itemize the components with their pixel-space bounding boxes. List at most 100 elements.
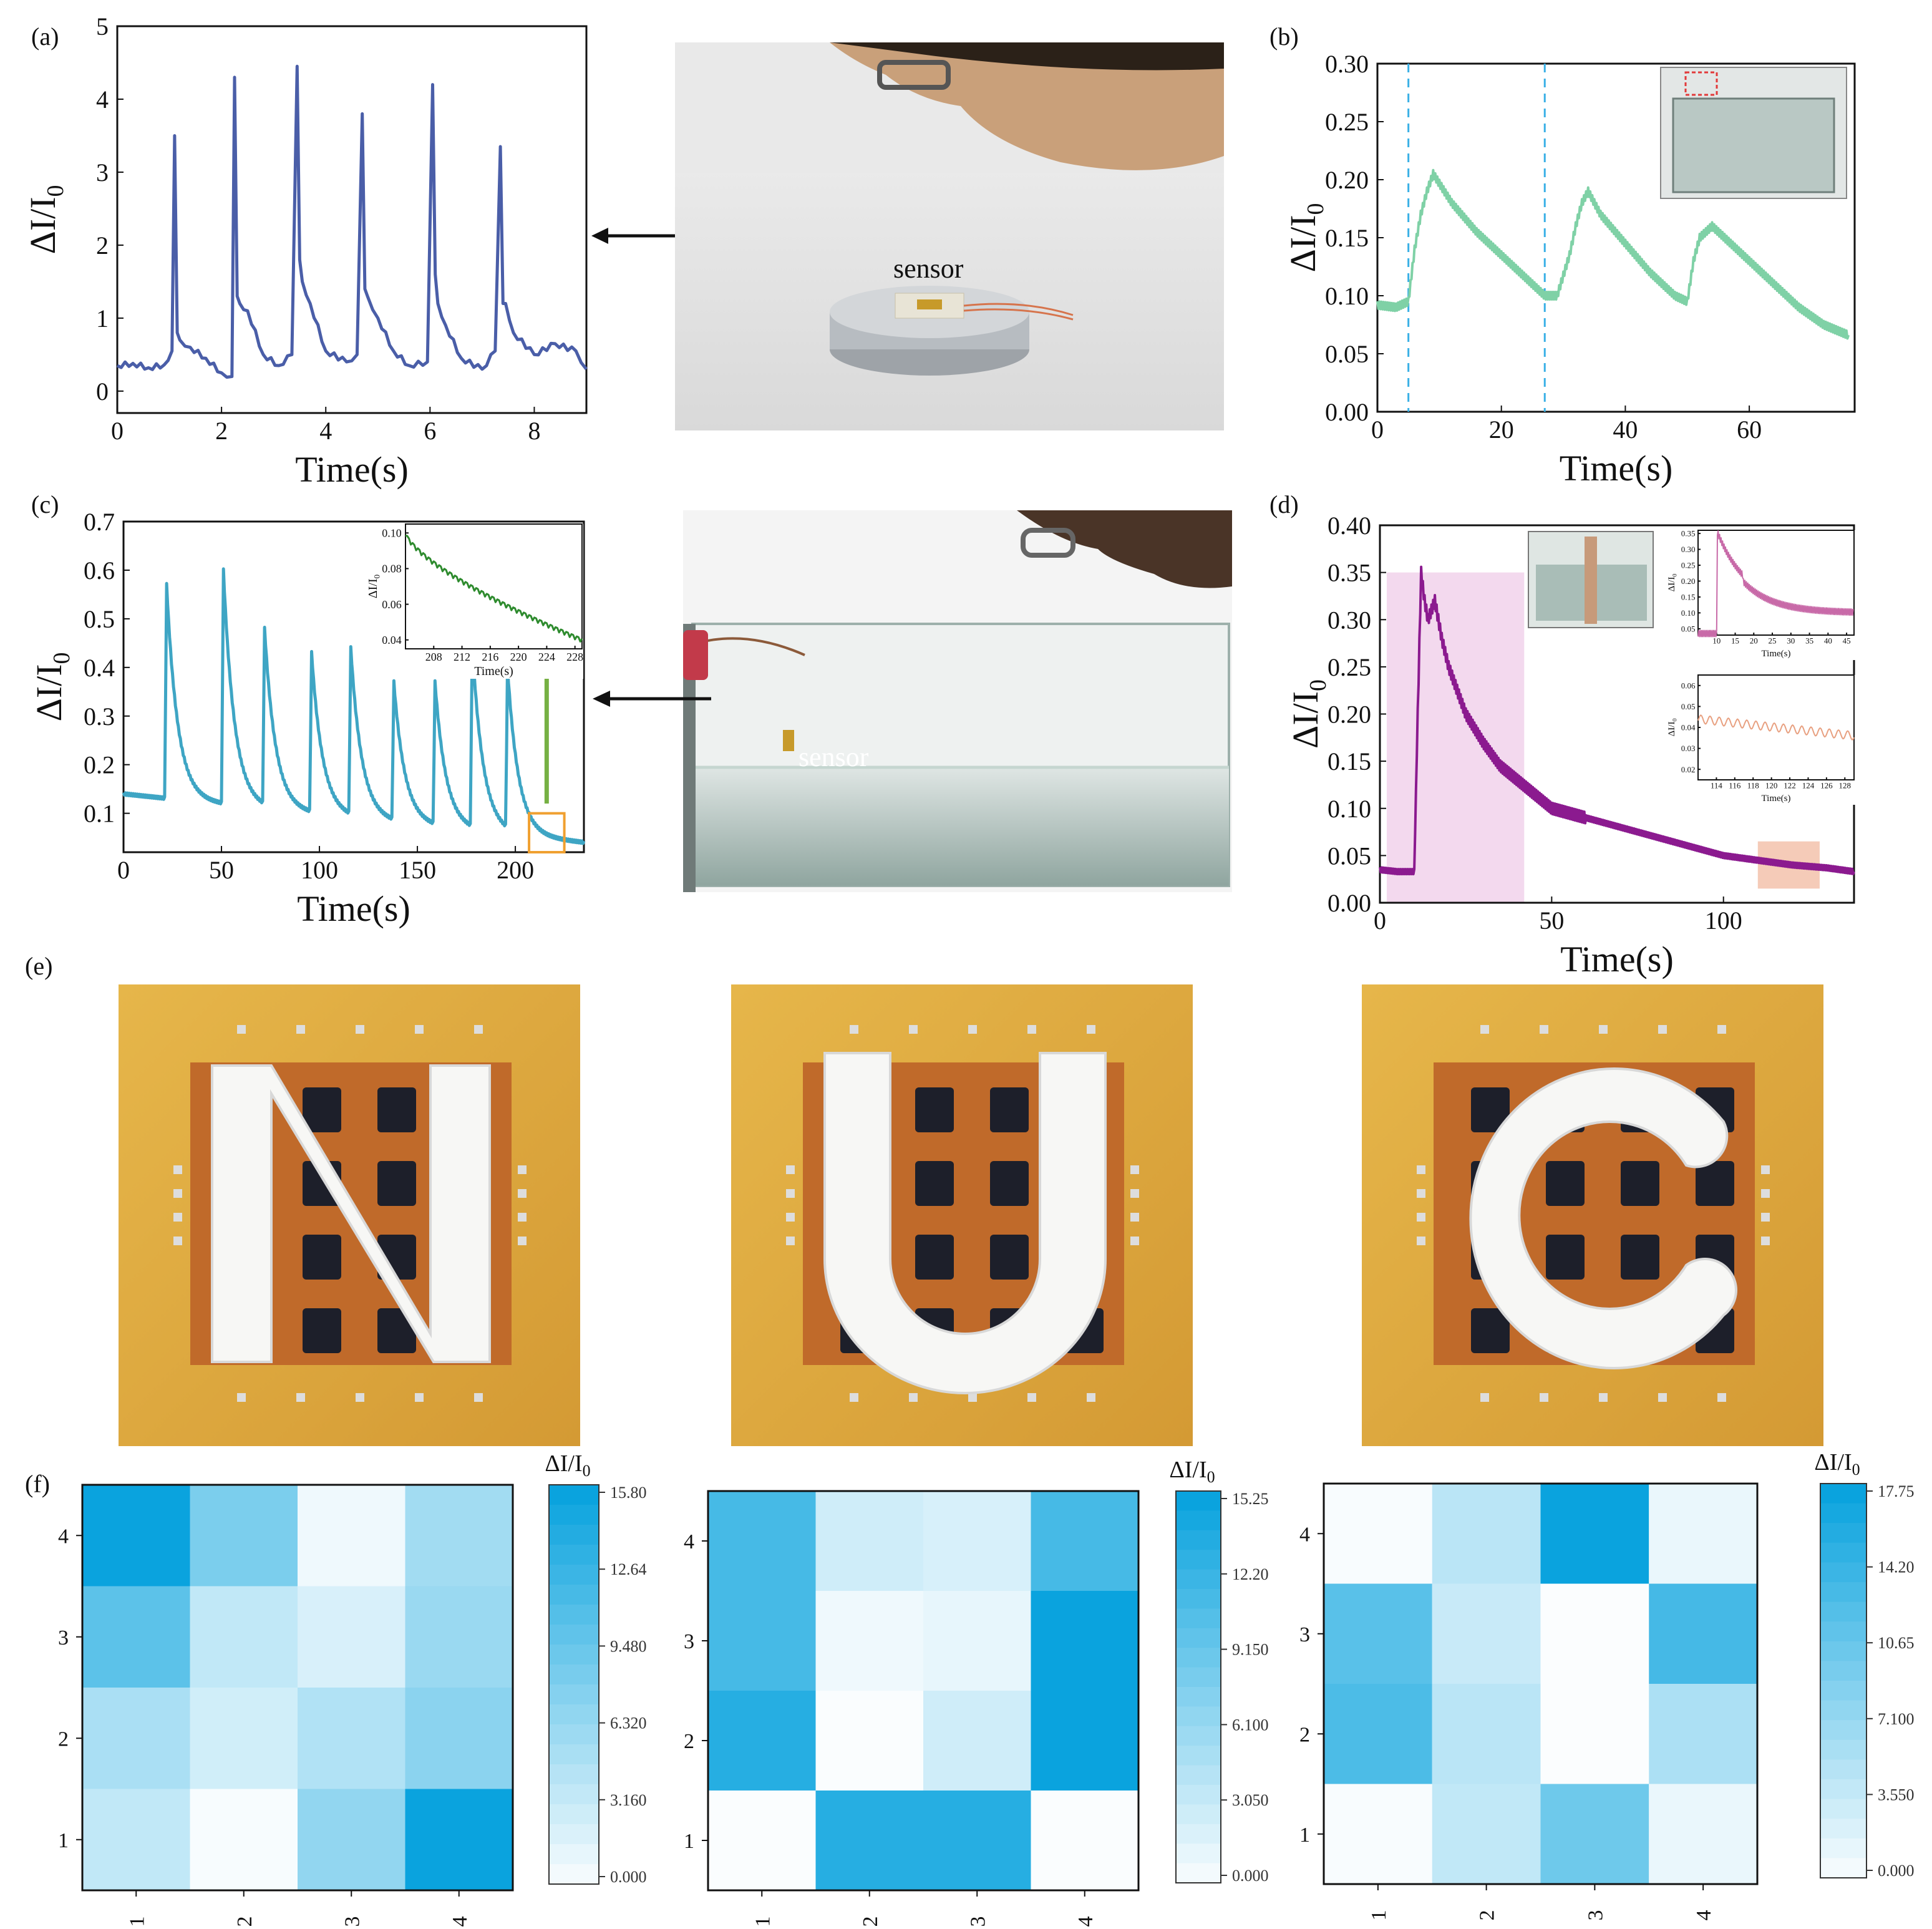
x-tick-label: 208 (425, 651, 442, 663)
arrow-c (593, 691, 711, 707)
series-line-d (1379, 565, 1855, 876)
heatmap-cell (405, 1586, 513, 1688)
chart-c: 0 50 100 150 200 0.1 0.2 0.3 0.4 0.5 0.6 0.7 Time(s)… (29, 508, 586, 929)
sensor-pixel (1621, 1161, 1659, 1206)
pad-bottom (1540, 1393, 1548, 1402)
pad-left (173, 1189, 182, 1198)
colorbar-step (549, 1585, 599, 1605)
colorbar-step (1176, 1550, 1221, 1570)
x-axis-label: Time(s) (1762, 649, 1791, 659)
arrow-a (591, 228, 675, 244)
pad-top (1540, 1025, 1548, 1034)
y-tick-label: 0.00 (1325, 398, 1369, 426)
y-axis-label: ΔI/I0 (366, 575, 381, 598)
y-axis-label: ΔI/I0 (1285, 679, 1331, 749)
photos-e (119, 984, 1823, 1446)
colorbar-step (1820, 1523, 1866, 1543)
y-tick-label: 0.6 (84, 556, 115, 585)
x-tick-label: 2 (215, 417, 228, 445)
colorbar-tick-label: 0.000 (1232, 1867, 1269, 1885)
pad-top (850, 1025, 858, 1034)
pad-top (1717, 1025, 1726, 1034)
pad-left (1417, 1189, 1425, 1198)
y-axis-label: ΔI/I0 (29, 653, 75, 722)
x-tick-label: 224 (538, 651, 555, 663)
colorbar-step (549, 1864, 599, 1885)
y-tick-label: 1 (1299, 1824, 1310, 1847)
y-tick-label: 2 (1299, 1723, 1310, 1746)
colorbar-frame (1820, 1483, 1867, 1878)
panel-label-b: (b) (1269, 22, 1299, 51)
heatmap-cell (298, 1688, 405, 1789)
pad-bottom (1658, 1393, 1667, 1402)
panel-label-c: (c) (31, 490, 59, 518)
colorbar-step (549, 1664, 599, 1685)
inset-line-d2 (1697, 714, 1855, 741)
sensor-pixel (990, 1235, 1029, 1280)
water-tank-b (1672, 97, 1835, 193)
series-line-a (116, 64, 588, 379)
inset-line-c (405, 534, 583, 643)
y-tick-label: 3 (684, 1630, 694, 1653)
x-tick-label: 3 (966, 1917, 989, 1927)
y-axis-label: ΔI/I0 (1667, 574, 1678, 592)
colorbar-title: ΔI/I0 (1169, 1457, 1215, 1486)
heatmap-cell (1432, 1583, 1541, 1684)
x-tick-label: 220 (510, 651, 527, 663)
letter-n-shape (211, 1064, 491, 1363)
y-tick-label: 4 (684, 1530, 694, 1553)
heatmap-cell (1031, 1491, 1138, 1591)
heatmap-cell (405, 1789, 513, 1890)
x-tick-label: 100 (1705, 906, 1742, 935)
y-tick-label: 2 (96, 231, 109, 260)
pad-left (786, 1189, 795, 1198)
colorbar-step (1176, 1510, 1221, 1531)
y-tick-label: 0.10 (382, 527, 402, 540)
glasses-icon (877, 60, 951, 90)
pad-bottom (850, 1393, 858, 1402)
colorbar-tick-label: 0.000 (1878, 1862, 1915, 1880)
plot-frame (405, 523, 583, 649)
pad-left (173, 1213, 182, 1222)
pad-left (786, 1165, 795, 1174)
x-tick-label: 50 (1539, 906, 1564, 935)
colorbar-step (1176, 1628, 1221, 1649)
zoom-box-c (528, 812, 566, 854)
heatmap-cell (298, 1586, 405, 1688)
y-tick-label: 1 (684, 1830, 694, 1853)
x-axis-label: Time(s) (1560, 939, 1674, 979)
colorbar-step (1176, 1844, 1221, 1864)
heatmap-cell (405, 1485, 513, 1586)
colorbar-step (549, 1625, 599, 1645)
x-tick-label: 0 (111, 417, 124, 445)
colorbar-step (1820, 1542, 1866, 1563)
x-tick-label: 150 (399, 856, 436, 884)
x-tick-label: 126 (1820, 781, 1833, 790)
y-tick-label: 0.10 (1681, 608, 1696, 618)
y-tick-label: 0.30 (1325, 50, 1369, 78)
sensor-pixel (303, 1087, 341, 1132)
chart-a: 0 2 4 6 8 0 1 2 3 4 5 Time(s) ΔI/I0 (22, 12, 588, 490)
y-tick-label: 0.05 (1328, 842, 1371, 870)
x-tick-label: 2 (859, 1917, 882, 1927)
x-tick-label: 35 (1805, 636, 1813, 646)
y-tick-label: 0.35 (1681, 529, 1696, 538)
x-axis-label: Time(s) (474, 664, 513, 678)
sensor-pixel (990, 1087, 1029, 1132)
x-tick-label: 8 (528, 417, 540, 445)
colorbar-step (1820, 1838, 1866, 1859)
y-tick-label: 0.04 (1681, 723, 1696, 732)
colorbar-step (549, 1744, 599, 1765)
colorbar-step (1820, 1601, 1866, 1623)
colorbar-tick-label: 17.75 (1878, 1482, 1915, 1500)
y-tick-label: 0.10 (1328, 795, 1371, 823)
pad-bottom (415, 1393, 424, 1402)
panel-label-d: (d) (1269, 490, 1299, 518)
y-axis-label: ΔI/I0 (22, 185, 69, 255)
colorbar-step (549, 1724, 599, 1745)
y-tick-label: 0.06 (382, 598, 402, 611)
y-tick-label: 1 (58, 1829, 69, 1852)
heatmap-cell (1540, 1684, 1649, 1784)
x-tick-label: 1 (1367, 1910, 1391, 1921)
